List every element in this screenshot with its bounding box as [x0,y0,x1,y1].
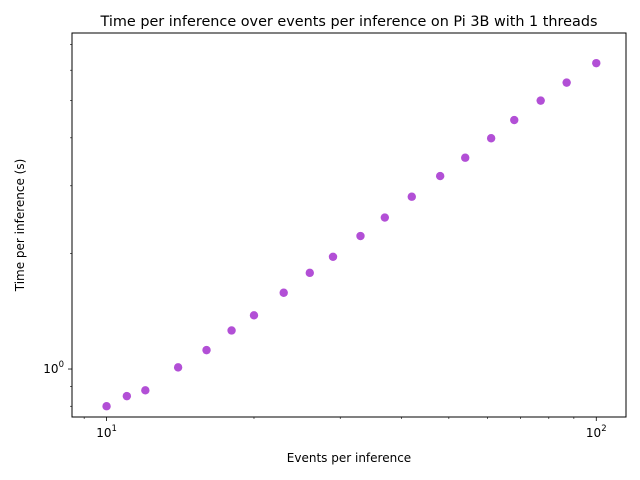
data-point [380,213,390,222]
data-point [202,345,211,355]
data-point [305,268,314,278]
data-point [407,192,416,201]
data-point [249,311,259,320]
data-point [461,153,470,162]
data-point [173,363,183,372]
x-tick-label: 101 [96,424,117,440]
y-axis-label: Time per inference (s) [13,159,27,293]
data-point [279,288,288,297]
plot-area-frame [71,32,627,418]
data-point [536,96,545,105]
data-point [562,78,571,87]
data-point [141,386,150,395]
data-point [356,231,365,241]
data-point [486,134,496,143]
data-point [122,391,132,401]
y-tick-label: 100 [43,360,64,376]
data-point [328,252,338,261]
data-point [592,58,601,68]
data-point [510,115,519,125]
x-axis-label: Events per inference [287,451,411,465]
data-point [227,326,236,335]
chart-title: Time per inference over events per infer… [100,14,598,30]
data-point [435,171,445,181]
x-tick-label: 102 [586,424,607,440]
data-point [102,402,111,411]
